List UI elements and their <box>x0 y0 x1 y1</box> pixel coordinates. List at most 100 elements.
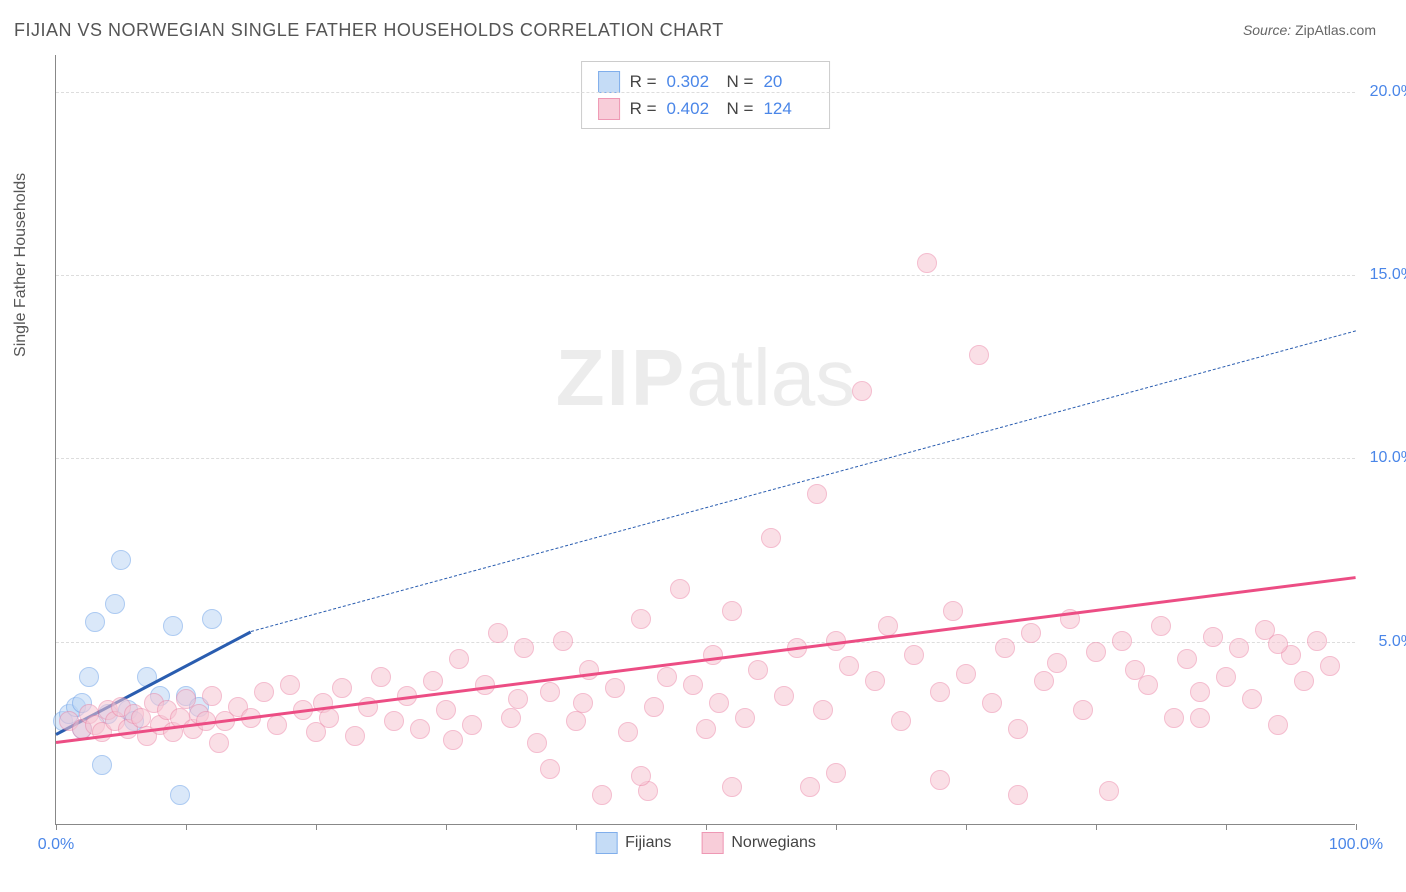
data-point <box>735 708 755 728</box>
n-label: N = <box>727 95 754 122</box>
data-point <box>540 682 560 702</box>
legend-item: Fijians <box>595 832 671 854</box>
data-point <box>553 631 573 651</box>
x-tick <box>1096 824 1097 830</box>
data-point <box>443 730 463 750</box>
data-point <box>1151 616 1171 636</box>
data-point <box>280 675 300 695</box>
legend-label: Norwegians <box>731 834 815 852</box>
y-tick-label: 5.0% <box>1379 633 1406 651</box>
data-point <box>1216 667 1236 687</box>
data-point <box>85 612 105 632</box>
data-point <box>722 601 742 621</box>
data-point <box>345 726 365 746</box>
data-point <box>761 528 781 548</box>
x-tick-label: 0.0% <box>38 836 74 854</box>
data-point <box>1112 631 1132 651</box>
data-point <box>573 693 593 713</box>
data-point <box>1008 785 1028 805</box>
data-point <box>774 686 794 706</box>
stats-row: R =0.402N =124 <box>598 95 814 122</box>
grid-line <box>56 92 1355 93</box>
data-point <box>1203 627 1223 647</box>
data-point <box>202 686 222 706</box>
data-point <box>605 678 625 698</box>
data-point <box>969 345 989 365</box>
data-point <box>163 616 183 636</box>
legend-label: Fijians <box>625 834 671 852</box>
data-point <box>1034 671 1054 691</box>
grid-line <box>56 275 1355 276</box>
data-point <box>1047 653 1067 673</box>
data-point <box>410 719 430 739</box>
data-point <box>319 708 339 728</box>
data-point <box>813 700 833 720</box>
data-point <box>1164 708 1184 728</box>
data-point <box>917 253 937 273</box>
data-point <box>449 649 469 669</box>
data-point <box>384 711 404 731</box>
series-legend: Fijians Norwegians <box>595 832 816 854</box>
data-point <box>332 678 352 698</box>
y-tick-label: 20.0% <box>1370 83 1406 101</box>
x-tick <box>1356 824 1357 830</box>
x-tick <box>186 824 187 830</box>
data-point <box>709 693 729 713</box>
data-point <box>703 645 723 665</box>
data-point <box>748 660 768 680</box>
x-tick <box>706 824 707 830</box>
data-point <box>1190 682 1210 702</box>
grid-line <box>56 458 1355 459</box>
r-value: 0.402 <box>667 95 717 122</box>
data-point <box>696 719 716 739</box>
data-point <box>1229 638 1249 658</box>
data-point <box>1268 634 1288 654</box>
data-point <box>618 722 638 742</box>
data-point <box>956 664 976 684</box>
data-point <box>79 667 99 687</box>
data-point <box>92 755 112 775</box>
data-point <box>592 785 612 805</box>
watermark: ZIPatlas <box>556 332 855 424</box>
data-point <box>800 777 820 797</box>
legend-swatch <box>598 98 620 120</box>
source-value: ZipAtlas.com <box>1295 22 1376 38</box>
data-point <box>930 770 950 790</box>
y-tick-label: 10.0% <box>1370 449 1406 467</box>
scatter-chart: Single Father Households ZIPatlas R =0.3… <box>55 55 1355 825</box>
data-point <box>1190 708 1210 728</box>
data-point <box>657 667 677 687</box>
data-point <box>631 609 651 629</box>
legend-swatch <box>598 71 620 93</box>
data-point <box>111 550 131 570</box>
source-attribution: Source: ZipAtlas.com <box>1243 22 1376 38</box>
data-point <box>508 689 528 709</box>
data-point <box>202 609 222 629</box>
x-tick-label: 100.0% <box>1329 836 1383 854</box>
x-tick <box>316 824 317 830</box>
x-tick <box>1226 824 1227 830</box>
legend-swatch <box>595 832 617 854</box>
x-tick <box>836 824 837 830</box>
data-point <box>514 638 534 658</box>
data-point <box>1294 671 1314 691</box>
watermark-light: atlas <box>686 333 855 422</box>
data-point <box>930 682 950 702</box>
data-point <box>1320 656 1340 676</box>
data-point <box>1073 700 1093 720</box>
data-point <box>852 381 872 401</box>
x-tick <box>56 824 57 830</box>
data-point <box>527 733 547 753</box>
data-point <box>826 763 846 783</box>
x-tick <box>966 824 967 830</box>
data-point <box>371 667 391 687</box>
data-point <box>1307 631 1327 651</box>
data-point <box>105 594 125 614</box>
y-tick-label: 15.0% <box>1370 266 1406 284</box>
data-point <box>1268 715 1288 735</box>
data-point <box>670 579 690 599</box>
data-point <box>209 733 229 753</box>
n-value: 124 <box>763 95 813 122</box>
data-point <box>254 682 274 702</box>
grid-line <box>56 642 1355 643</box>
